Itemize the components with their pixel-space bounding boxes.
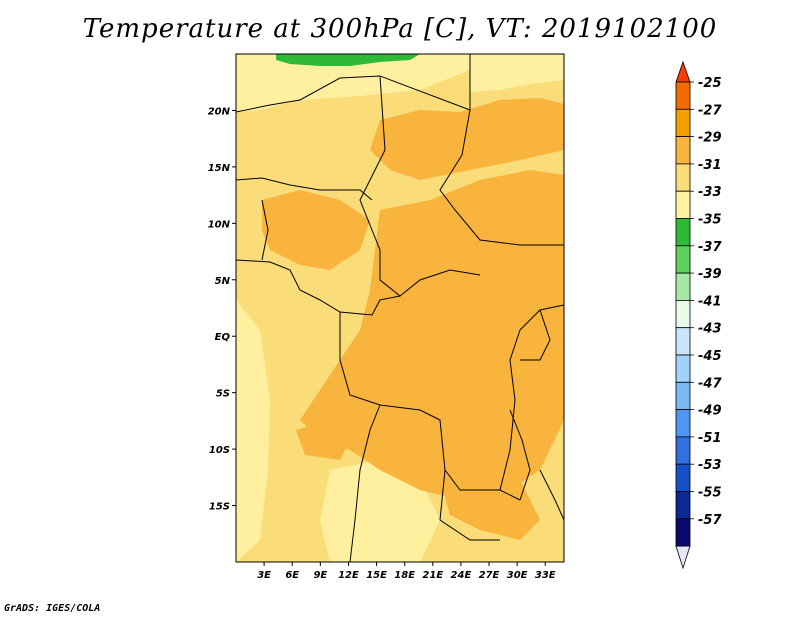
legend-label: -43 — [698, 322, 722, 337]
latitude-axis: 20N 15N 10N 5N EQ 5S 10S 15S — [208, 106, 236, 513]
field-warm-southwest — [296, 420, 350, 460]
legend-swatch — [675, 354, 691, 383]
map-frame — [235, 53, 565, 563]
lat-tick-label: 10N — [208, 219, 231, 230]
lon-tick-label: 12E — [338, 570, 359, 581]
legend-label: -53 — [698, 458, 722, 473]
legend-label: -37 — [698, 240, 722, 255]
field-cold-west-ocean — [236, 300, 270, 562]
legend-label: -25 — [698, 76, 722, 91]
lon-tick-label: 30E — [507, 570, 528, 581]
legend-label: -47 — [698, 376, 722, 391]
map-title: Temperature at 300hPa [C], VT: 201910210… — [82, 14, 718, 44]
legend-swatch — [675, 436, 691, 465]
legend-label: -55 — [698, 486, 722, 501]
legend-bottom-arrow — [675, 545, 691, 570]
field-warm-south — [440, 470, 540, 540]
lat-tick-label: 20N — [208, 106, 231, 117]
legend-swatch — [675, 272, 691, 301]
lat-tick-label: 10S — [209, 445, 230, 456]
lat-tick-label: 15S — [209, 502, 230, 513]
lon-tick-label: 3E — [257, 570, 271, 581]
country-borders — [236, 54, 564, 562]
legend-label: -51 — [698, 431, 722, 446]
color-legend: -25 -27 -29 -31 -33 -35 -37 -39 -41 -43 -45 -47 -49 -… — [675, 60, 722, 570]
field-cold-northeast — [470, 54, 564, 92]
legend-label: -27 — [698, 103, 722, 118]
field-cold-south — [320, 460, 440, 562]
lon-tick-label: 18E — [394, 570, 415, 581]
lon-tick-label: 33E — [535, 570, 556, 581]
legend-swatch — [675, 245, 691, 274]
lat-tick-label: 5N — [215, 276, 231, 287]
legend-swatch — [675, 108, 691, 138]
legend-swatch — [675, 491, 691, 520]
legend-label: -41 — [698, 294, 722, 309]
legend-label: -39 — [698, 267, 722, 282]
field-cold-north — [236, 54, 470, 112]
field-warm-central — [300, 170, 564, 500]
longitude-axis: 3E 6E 9E 12E 15E 18E 21E 24E 27E 30E 33E — [257, 562, 556, 581]
field-warm-west — [262, 190, 370, 270]
lon-tick-label: 6E — [285, 570, 299, 581]
legend-label: -49 — [698, 404, 722, 419]
lat-tick-label: EQ — [215, 332, 231, 343]
grads-credit: GrADS: IGES/COLA — [4, 603, 101, 614]
lon-tick-label: 15E — [366, 570, 387, 581]
legend-swatch — [675, 381, 691, 410]
legend-label: -33 — [698, 185, 722, 200]
legend-swatch — [675, 463, 691, 492]
legend-swatch — [675, 190, 691, 219]
lon-tick-label: 9E — [313, 570, 327, 581]
legend-swatch — [675, 409, 691, 438]
lon-tick-label: 24E — [451, 570, 472, 581]
lat-tick-label: 5S — [216, 389, 230, 400]
legend-swatch — [675, 299, 691, 329]
legend-swatch — [675, 218, 691, 247]
legend-swatch — [675, 81, 691, 110]
legend-swatch — [675, 327, 691, 356]
legend-label: -29 — [698, 131, 722, 146]
legend-label: -31 — [698, 158, 722, 173]
field-warm-north — [370, 98, 564, 180]
field-green-strip — [276, 54, 420, 66]
legend-label: -57 — [698, 513, 722, 528]
legend-swatch — [675, 163, 691, 192]
legend-swatch — [675, 518, 691, 547]
lon-tick-label: 27E — [479, 570, 500, 581]
legend-top-arrow — [675, 60, 691, 83]
legend-swatch — [675, 136, 691, 165]
lon-tick-label: 21E — [422, 570, 443, 581]
lat-tick-label: 15N — [208, 163, 231, 174]
legend-label: -45 — [698, 349, 722, 364]
legend-label: -35 — [698, 213, 722, 228]
